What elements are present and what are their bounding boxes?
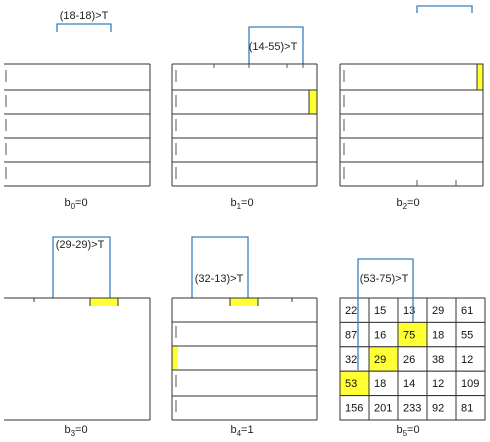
- grid-cell-value: 29: [432, 305, 444, 317]
- connector-b5: [357, 258, 414, 370]
- connector-b2: [416, 5, 473, 13]
- grid-cell-value: 12: [461, 354, 473, 366]
- grid-cell-highlighted: [397, 321, 428, 348]
- grid-cell-value: 16: [374, 329, 386, 341]
- grid-cell: [368, 321, 399, 348]
- grid-cell-value: 109: [461, 378, 479, 390]
- grid-cell: [397, 346, 428, 372]
- grid-frame-b4: [171, 297, 318, 421]
- grid-cell-value: 18: [374, 378, 386, 390]
- grid-cell-value: 156: [345, 403, 363, 415]
- grid-cell-value: 75: [403, 329, 415, 341]
- grid-cell: [426, 297, 457, 323]
- cell-ticks-b1: [175, 64, 304, 179]
- grid-cell: [368, 370, 399, 397]
- grid-cell: [455, 321, 486, 348]
- grid-cell-value: 22: [345, 305, 357, 317]
- highlight-cell-b4-top: [230, 298, 258, 306]
- grid-cell-value: 12: [432, 378, 444, 390]
- comparison-label-b5: (53-75)>T: [360, 273, 409, 285]
- grid-cell-value: 29: [374, 354, 386, 366]
- grid-frame-b3: [4, 297, 151, 421]
- grid-frame-b1: [171, 63, 318, 187]
- panel-b4: (32-13)>T b4=1: [171, 236, 318, 438]
- grid-cell: [339, 395, 370, 421]
- grid-cell-value: 87: [345, 329, 357, 341]
- grid-cell: [368, 297, 399, 323]
- panel-b2: b2=0: [339, 5, 484, 211]
- grid-cell-value: 38: [432, 354, 444, 366]
- grid-cell-value: 92: [432, 403, 444, 415]
- grid-cell: [455, 370, 486, 397]
- grid-cell-value: 26: [403, 354, 415, 366]
- grid-cell: [397, 395, 428, 421]
- caption-b4: b4=1: [230, 424, 253, 438]
- comparison-label-b0: (18-18)>T: [60, 10, 109, 22]
- grid-cell: [339, 321, 370, 348]
- grid-cell: [455, 395, 486, 421]
- grid-cell-value: 81: [461, 403, 473, 415]
- caption-b3: b3=0: [64, 424, 87, 438]
- comparison-label-b3: (29-29)>T: [56, 239, 105, 251]
- caption-b2: b2=0: [396, 197, 419, 211]
- grid-cell-value: 201: [374, 403, 392, 415]
- panel-b5: 22 15 13 29 61 87 16 75 18 55 32 29 26 38 12 53 18 14 12 10…: [339, 258, 486, 438]
- panel-b1: (14-55)>T b1=0: [171, 26, 318, 211]
- connector-b0: [56, 23, 112, 32]
- highlight-cell-b4-left: [172, 346, 178, 370]
- comparison-label-b1: (14-55)>T: [249, 41, 298, 53]
- connector-b4: [191, 236, 249, 298]
- grid-cell: [426, 395, 457, 421]
- panel-b3: (29-29)>T b3=0: [4, 236, 151, 438]
- connector-b1: [248, 26, 304, 64]
- grid-cell-value: 55: [461, 329, 473, 341]
- grid-cell-value: 53: [345, 378, 357, 390]
- highlight-cell-b2: [476, 63, 484, 91]
- cell-ticks-b2: [343, 70, 457, 186]
- grid-cell-value: 32: [345, 354, 357, 366]
- highlight-cell-b3: [90, 298, 118, 306]
- comparison-label-b4: (32-13)>T: [195, 273, 244, 285]
- caption-b1: b1=0: [230, 197, 253, 211]
- caption-b5: b5=0: [396, 424, 419, 438]
- grid-cell-value: 18: [432, 329, 444, 341]
- grid-cell-value: 13: [403, 305, 415, 317]
- connector-b3: [52, 236, 111, 298]
- grid-frame-b2: [339, 63, 484, 187]
- grid-cell-value: 14: [403, 378, 415, 390]
- grid-cell-value: 233: [403, 403, 421, 415]
- grid-frame-b0: [4, 63, 151, 187]
- grid-cell-value: 15: [374, 305, 386, 317]
- grid-cell-value: 61: [461, 305, 473, 317]
- highlight-cell-b1: [308, 89, 318, 115]
- panel-b0: (18-18)>T b0=0: [4, 10, 151, 211]
- caption-b0: b0=0: [64, 197, 87, 211]
